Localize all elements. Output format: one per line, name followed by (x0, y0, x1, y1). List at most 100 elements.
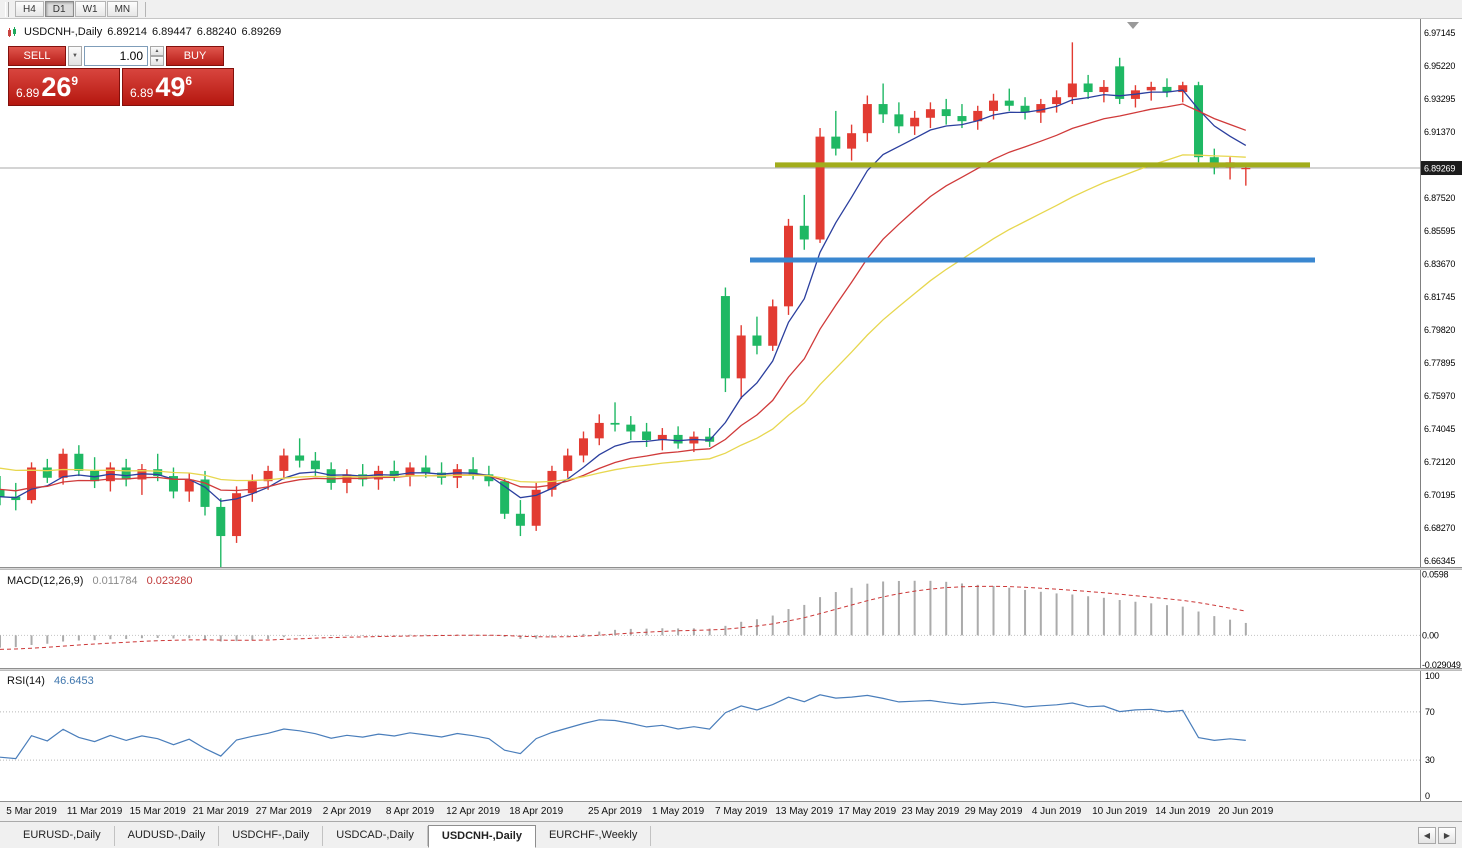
buy-button[interactable]: BUY (166, 46, 224, 66)
macd-histogram-bar (1087, 596, 1090, 636)
macd-histogram-bar (882, 581, 885, 636)
rsi-panel-splitter[interactable] (0, 668, 1462, 671)
one-click-prices-row: 6.89 26 9 6.89 49 6 (8, 68, 234, 106)
macd-histogram-bar (1024, 589, 1027, 636)
candle-body (247, 481, 257, 494)
date-label: 17 May 2019 (838, 806, 897, 817)
date-label: 10 Jun 2019 (1092, 806, 1148, 817)
volume-input[interactable] (84, 46, 148, 66)
macd-histogram-bar (472, 634, 475, 636)
ma-line-14 (0, 103, 1247, 492)
macd-histogram-bar (361, 635, 364, 636)
ohlc-close: 6.89269 (241, 26, 282, 38)
candle-body (484, 474, 494, 482)
timeframe-button-d1[interactable]: D1 (44, 1, 74, 17)
tab-usdcnh-daily[interactable]: USDCNH-,Daily (427, 825, 536, 848)
macd-histogram-bar (913, 580, 916, 636)
candle-body (925, 109, 935, 118)
macd-histogram-bar (1150, 603, 1153, 636)
tab-scroll-left-icon[interactable]: ◀ (1418, 827, 1436, 844)
date-label: 15 Mar 2019 (129, 806, 186, 817)
main-chart[interactable]: 6.66345 6.68270 6.70195 6.72120 6.74045 6.759… (0, 19, 1462, 567)
macd-histogram-bar (1181, 606, 1184, 636)
symbol-period-label: USDCNH-,Daily (24, 26, 103, 38)
candle-body (673, 434, 683, 444)
toolbar-grip[interactable] (5, 1, 9, 17)
macd-histogram-bar (330, 635, 333, 636)
sell-price-button[interactable]: 6.89 26 9 (8, 68, 120, 106)
volume-decrease-button[interactable]: ▼ (150, 56, 164, 66)
candle-body (610, 422, 620, 425)
macd-histogram-bar (629, 628, 632, 636)
macd-histogram-bar (1213, 616, 1216, 636)
tab-eurusd-daily[interactable]: EURUSD-,Daily (10, 826, 115, 846)
volume-increase-button[interactable]: ▲ (150, 46, 164, 56)
rsi-line (0, 694, 1246, 760)
candle-body (626, 424, 636, 432)
rsi-scale-label: 100 (1425, 671, 1440, 681)
date-label: 18 Apr 2019 (509, 806, 564, 817)
candle-body (1020, 105, 1030, 113)
macd-histogram-bar (77, 635, 80, 641)
candle-body (184, 479, 194, 492)
tab-audusd-daily[interactable]: AUDUSD-,Daily (115, 826, 220, 846)
tab-usdchf-daily[interactable]: USDCHF-,Daily (219, 826, 324, 846)
price-tick-label: 6.93295 (1424, 94, 1455, 104)
macd-histogram-bar (93, 635, 96, 641)
macd-value-main: 0.011784 (92, 575, 138, 587)
sell-button[interactable]: SELL (8, 46, 66, 66)
timeframe-button-w1[interactable]: W1 (74, 1, 106, 17)
macd-histogram-bar (188, 635, 191, 639)
candle-body (878, 104, 888, 115)
candle-body (531, 489, 541, 526)
ohlc-low: 6.88240 (196, 26, 237, 38)
candle-body (405, 467, 415, 477)
rsi-panel[interactable]: 100 70 30 0 (0, 671, 1462, 801)
macd-histogram-bar (282, 635, 285, 638)
macd-histogram-bar (393, 635, 396, 636)
date-label: 14 Jun 2019 (1155, 806, 1211, 817)
buy-price-point: 6 (185, 74, 193, 88)
volume-stepper: ▲ ▼ (150, 46, 164, 66)
macd-histogram-bar (1055, 593, 1058, 636)
rsi-label: RSI(14) (7, 675, 45, 687)
macd-panel[interactable]: 0.0598 0.00 -0.029049 (0, 570, 1462, 668)
macd-histogram-bar (819, 597, 822, 636)
tab-scroll-right-icon[interactable]: ▶ (1438, 827, 1456, 844)
tab-scroll-buttons: ◀ ▶ (1418, 827, 1456, 844)
candle-body (42, 467, 52, 478)
macd-histogram-bar (424, 634, 427, 636)
candle-body (720, 296, 730, 379)
one-click-trading-panel: SELL ▼ ▲ ▼ BUY 6.89 26 9 6.89 49 6 (8, 46, 234, 106)
candle-body (1036, 104, 1046, 113)
rsi-value: 46.6453 (53, 675, 94, 687)
candle-body (389, 470, 399, 477)
tab-eurchf-weekly[interactable]: EURCHF-,Weekly (536, 826, 652, 846)
tab-usdcad-daily[interactable]: USDCAD-,Daily (323, 826, 428, 846)
macd-panel-splitter[interactable] (0, 567, 1462, 570)
macd-histogram-bar (298, 635, 301, 636)
macd-histogram-bar (251, 635, 254, 641)
macd-histogram-bar (125, 635, 128, 639)
macd-histogram-bar (519, 635, 522, 639)
macd-scale-label: -0.029049 (1422, 660, 1461, 668)
date-label: 4 Jun 2019 (1031, 806, 1082, 817)
macd-histogram-bar (960, 583, 963, 636)
price-tick-label: 6.97145 (1424, 28, 1455, 38)
macd-histogram-bar (219, 635, 222, 642)
date-label: 8 Apr 2019 (385, 806, 435, 817)
candle-body (752, 335, 762, 346)
ma-line-28 (0, 154, 1246, 483)
current-price-tag-label: 6.89269 (1424, 164, 1455, 174)
timeframe-button-mn[interactable]: MN (106, 1, 139, 17)
buy-price-button[interactable]: 6.89 49 6 (122, 68, 234, 106)
volume-dropdown-button[interactable]: ▼ (68, 46, 82, 66)
macd-histogram-bar (345, 635, 348, 636)
macd-histogram-bar (740, 621, 743, 636)
macd-histogram-bar (204, 635, 207, 640)
candle-body (326, 469, 336, 483)
macd-histogram-bar (566, 635, 569, 636)
chart-shift-marker[interactable] (1127, 22, 1139, 29)
timeframe-button-h4[interactable]: H4 (15, 1, 44, 17)
